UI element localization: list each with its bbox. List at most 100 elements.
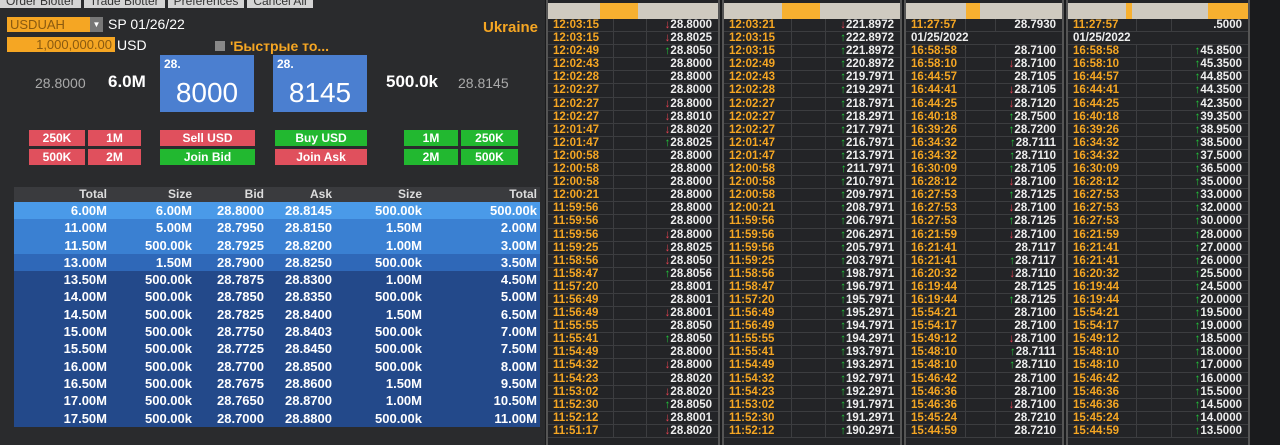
trade-time: 12:03:15	[553, 19, 600, 31]
trade-size-cell	[790, 267, 827, 280]
trade-size-cell	[790, 228, 827, 241]
trade-price: 206.7971	[846, 215, 894, 228]
order-book-row[interactable]: 17.50M 500.00k 28.7000 28.8800 500.00k 11.00M	[14, 409, 540, 427]
trade-row: 15:48:10 ↑18.0000	[1068, 346, 1248, 360]
trade-time: 12:02:43	[553, 58, 600, 71]
buy-price-tile[interactable]: 28. 8145	[273, 55, 367, 112]
order-book-row[interactable]: 14.00M 500.00k 28.7850 28.8350 500.00k 5.00M	[14, 288, 540, 306]
quick-checkbox[interactable]	[215, 41, 225, 51]
trade-row: 11:51:17 ↓28.8020	[548, 424, 718, 438]
trade-size-cell	[612, 293, 647, 307]
trade-time: 12:01:47	[553, 136, 600, 149]
bid-size-cell: 1.50M	[155, 254, 192, 270]
trade-price-cell: ↑14.0000	[1172, 412, 1248, 424]
ask-size-cell: 1.50M	[385, 375, 422, 391]
ask-size-cell: 500.00k	[375, 289, 422, 305]
trade-price: 198.7971	[846, 267, 894, 280]
trade-row: 12:01:47 ↑28.8025	[548, 136, 718, 150]
up-arrow-icon: ↑	[840, 202, 847, 215]
tab-order-blotter[interactable]: Order Blotter	[0, 0, 81, 8]
order-book-row[interactable]: 11.00M 5.00M 28.7950 28.8150 1.50M 2.00M	[14, 219, 540, 237]
trade-time: 15:48:10	[1073, 346, 1120, 359]
trade-price-cell: ↑194.2971	[826, 333, 900, 345]
trade-size-cell	[790, 84, 827, 97]
trade-price: 28.8000	[670, 359, 712, 372]
order-book-row[interactable]: 13.00M 1.50M 28.7900 28.8250 500.00k 3.50M	[14, 253, 540, 272]
tab-preferences[interactable]: Preferences	[167, 0, 245, 8]
trade-price-cell: ↑220.8972	[826, 58, 900, 70]
up-arrow-icon: ↑	[840, 411, 847, 424]
trade-size-cell	[1136, 202, 1173, 215]
trade-price: 28.7100	[1014, 58, 1056, 71]
ask-cell: 28.8403	[285, 324, 332, 340]
trade-row: 15:54:21 ↑19.5000	[1068, 307, 1248, 321]
trade-time: 11:52:12	[729, 424, 775, 437]
header-bid-total: Total	[79, 187, 107, 201]
buy-usd-button[interactable]: Buy USD	[275, 130, 367, 146]
trade-price-cell: ↑28.7111	[996, 346, 1062, 358]
trade-row: 12:02:27 ↓28.8000	[548, 97, 718, 111]
chevron-down-icon[interactable]: ▼	[90, 17, 103, 32]
order-book-row[interactable]: 16.50M 500.00k 28.7675 28.8600 1.50M 9.50M	[14, 374, 540, 393]
trade-price-cell: ↑27.0000	[1172, 242, 1248, 254]
trade-size-cell	[612, 254, 647, 267]
order-book-row[interactable]: 14.50M 500.00k 28.7825 28.8400 1.50M 6.50M	[14, 305, 540, 324]
trade-size-cell	[790, 163, 827, 176]
order-book-row[interactable]: 15.00M 500.00k 28.7750 28.8403 500.00k 7.00M	[14, 323, 540, 341]
trade-time: 16:21:41	[1073, 254, 1120, 267]
trade-size-cell	[612, 189, 647, 202]
trade-price: 218.7971	[846, 97, 894, 110]
buy-250k-button[interactable]: 250K	[461, 130, 518, 146]
trade-time: 16:27:53	[911, 202, 958, 215]
order-book-row[interactable]: 17.00M 500.00k 28.7650 28.8700 1.00M 10.50M	[14, 392, 540, 410]
sell-usd-button[interactable]: Sell USD	[160, 130, 255, 146]
ask-size-cell: 1.00M	[385, 237, 422, 253]
tab-trade-blotter[interactable]: Trade Blotter	[83, 0, 165, 8]
currency-pair-input[interactable]: USDUAH	[7, 17, 90, 32]
up-arrow-icon: ↑	[840, 32, 847, 45]
sell-1m-button[interactable]: 1M	[88, 130, 141, 146]
trade-row: 16:44:57 28.7105	[906, 71, 1062, 85]
bid-total-cell: 15.50M	[63, 341, 107, 357]
order-book-row[interactable]: 16.00M 500.00k 28.7700 28.8500 500.00k 8.00M	[14, 357, 540, 375]
buy-1m-button[interactable]: 1M	[404, 130, 458, 146]
trade-price: 28.7200	[1014, 123, 1056, 136]
trade-price-cell: 28.8000	[647, 84, 718, 96]
order-book-row[interactable]: 6.00M 6.00M 28.8000 28.8145 500.00k 500.00k	[14, 202, 540, 220]
trade-row: 16:34:32 ↑37.5000	[1068, 149, 1248, 164]
trade-price-cell: 28.7100	[996, 320, 1062, 332]
sell-2m-button[interactable]: 2M	[88, 149, 141, 165]
trade-size-cell	[965, 71, 997, 84]
ask-cell: 28.8500	[285, 358, 332, 374]
sell-500k-button[interactable]: 500K	[29, 149, 85, 165]
trade-price-cell: ↑16.0000	[1172, 373, 1248, 385]
trade-price: 28.8025	[670, 32, 712, 45]
trade-price: 217.7971	[846, 123, 894, 136]
join-ask-button[interactable]: Join Ask	[275, 149, 367, 165]
amount-input[interactable]: 1,000,000.00	[7, 37, 115, 52]
sell-250k-button[interactable]: 250K	[29, 130, 85, 146]
up-arrow-icon: ↑	[1009, 359, 1016, 372]
order-book-row[interactable]: 13.50M 500.00k 28.7875 28.8300 1.00M 4.50M	[14, 271, 540, 289]
trade-size-cell	[612, 176, 647, 189]
trade-size-cell	[965, 398, 997, 411]
trade-price: 28.7210	[1014, 411, 1056, 424]
trade-price: 36.5000	[1200, 163, 1242, 176]
trade-size-cell	[612, 71, 647, 84]
trade-row: 16:58:58 ↑45.8500	[1068, 45, 1248, 59]
sell-price-tile[interactable]: 28. 8000	[160, 55, 254, 112]
up-arrow-icon: ↑	[840, 267, 847, 280]
bid-cell: 28.7675	[217, 375, 264, 391]
panel-header	[1068, 3, 1248, 19]
down-arrow-icon: ↓	[664, 32, 671, 45]
buy-2m-button[interactable]: 2M	[404, 149, 458, 165]
order-book-row[interactable]: 11.50M 500.00k 28.7925 28.8200 1.00M 3.00M	[14, 236, 540, 254]
up-arrow-icon: ↑	[840, 293, 847, 306]
trade-row: 15:54:17 28.7100	[906, 320, 1062, 334]
trade-time: 16:27:53	[911, 189, 958, 202]
order-book-row[interactable]: 15.50M 500.00k 28.7725 28.8450 500.00k 7.50M	[14, 340, 540, 358]
trade-price-cell: ↑19.5000	[1172, 307, 1248, 319]
cancel-all-button[interactable]: Cancel All	[247, 0, 313, 8]
join-bid-button[interactable]: Join Bid	[160, 149, 255, 165]
buy-500k-button[interactable]: 500K	[461, 149, 518, 165]
